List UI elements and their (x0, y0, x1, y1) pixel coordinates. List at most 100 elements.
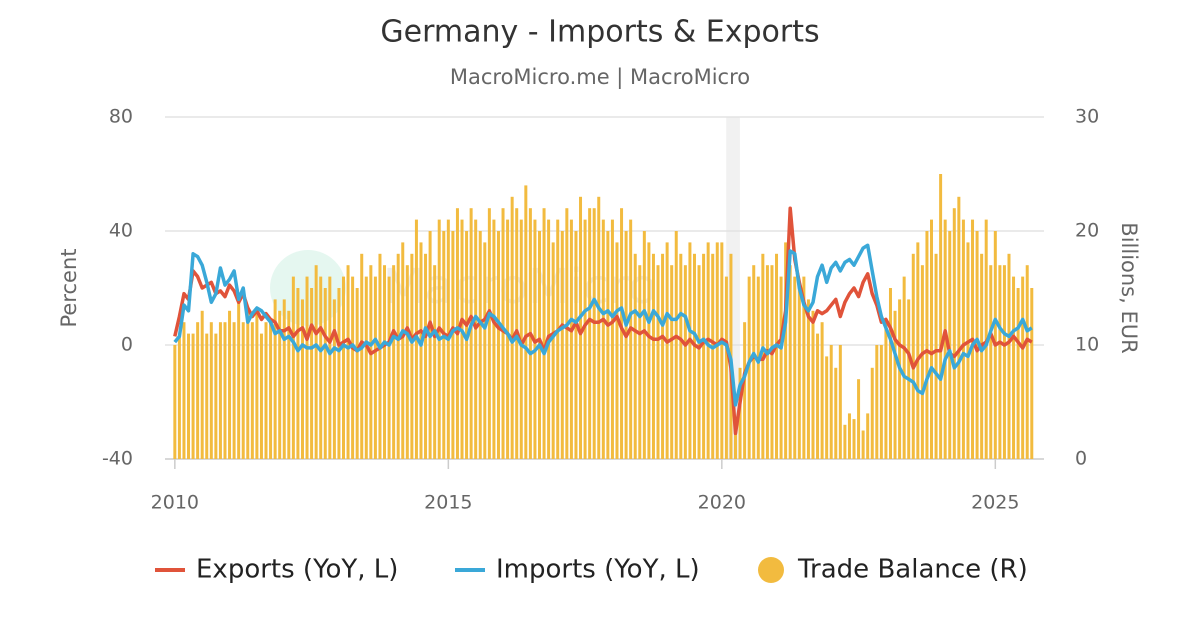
legend-label: Trade Balance (R) (797, 555, 1028, 585)
bar (496, 231, 500, 459)
bar (847, 413, 851, 459)
bar (879, 345, 883, 459)
bar (187, 333, 191, 459)
bar (661, 253, 665, 459)
bar (884, 322, 888, 459)
bar (506, 219, 510, 459)
bar (857, 379, 861, 459)
y-tick-label: 0 (121, 334, 133, 356)
bar (775, 253, 779, 459)
bar (259, 333, 263, 459)
bar (752, 265, 756, 459)
bar (360, 253, 364, 459)
bar (524, 185, 528, 459)
bar (478, 231, 482, 459)
bar (629, 219, 633, 459)
bar (998, 265, 1002, 459)
bar (916, 242, 920, 459)
y2-axis-label: Billions, EUR (1117, 222, 1141, 353)
bar (606, 231, 610, 459)
bar (588, 208, 592, 459)
bar (442, 231, 446, 459)
bar (492, 219, 496, 459)
bar (843, 424, 847, 459)
bar (674, 231, 678, 459)
bar (816, 333, 820, 459)
bar (310, 288, 314, 459)
bar (341, 276, 345, 459)
bar (806, 299, 810, 459)
bar (620, 208, 624, 459)
bar (428, 231, 432, 459)
bar (378, 253, 382, 459)
bar (980, 253, 984, 459)
bar (465, 231, 469, 459)
legend-swatch (758, 557, 784, 583)
bar (469, 208, 473, 459)
bar (273, 299, 277, 459)
bar (218, 322, 222, 459)
bar (820, 322, 824, 459)
bar (223, 322, 227, 459)
bar (656, 265, 660, 459)
bar (278, 310, 282, 459)
bar (838, 345, 842, 459)
bar (861, 430, 865, 459)
bar (1007, 253, 1011, 459)
bar (702, 253, 706, 459)
bar (569, 219, 573, 459)
bar (173, 345, 177, 459)
y2-tick-label: 20 (1075, 220, 1099, 242)
bar (679, 253, 683, 459)
bar (291, 276, 295, 459)
bar (228, 310, 232, 459)
bar (232, 322, 236, 459)
bar (779, 276, 783, 459)
bar (574, 231, 578, 459)
bar (296, 288, 300, 459)
bar (692, 253, 696, 459)
bar (961, 219, 965, 459)
bar (1030, 288, 1034, 459)
bar (1016, 288, 1020, 459)
bar (811, 310, 815, 459)
bar (565, 208, 569, 459)
bar (319, 276, 323, 459)
line (173, 206, 1033, 436)
bar (383, 265, 387, 459)
bar (191, 333, 195, 459)
x-tick-label: 2015 (424, 492, 472, 514)
bar (269, 322, 273, 459)
bar (250, 322, 254, 459)
x-tick-label: 2025 (971, 492, 1019, 514)
bar (952, 208, 956, 459)
bar (200, 310, 204, 459)
bar (369, 265, 373, 459)
bar (300, 299, 304, 459)
y2-tick-label: 30 (1075, 106, 1099, 128)
bar (784, 242, 788, 459)
bar (911, 253, 915, 459)
bar (510, 196, 514, 460)
bar (177, 333, 181, 459)
bar (724, 276, 728, 459)
bar (556, 219, 560, 459)
bar (825, 356, 829, 459)
bar (483, 242, 487, 459)
bar (205, 333, 209, 459)
bar (647, 242, 651, 459)
bar (802, 276, 806, 459)
lines (173, 206, 1033, 436)
bar (734, 419, 738, 459)
x-tick-label: 2010 (151, 492, 199, 514)
bar (633, 253, 637, 459)
bar (214, 333, 218, 459)
bar (396, 253, 400, 459)
bar (920, 265, 924, 459)
bar (433, 265, 437, 459)
bar (925, 231, 929, 459)
bar (323, 288, 327, 459)
bar (697, 265, 701, 459)
bar (241, 322, 245, 459)
